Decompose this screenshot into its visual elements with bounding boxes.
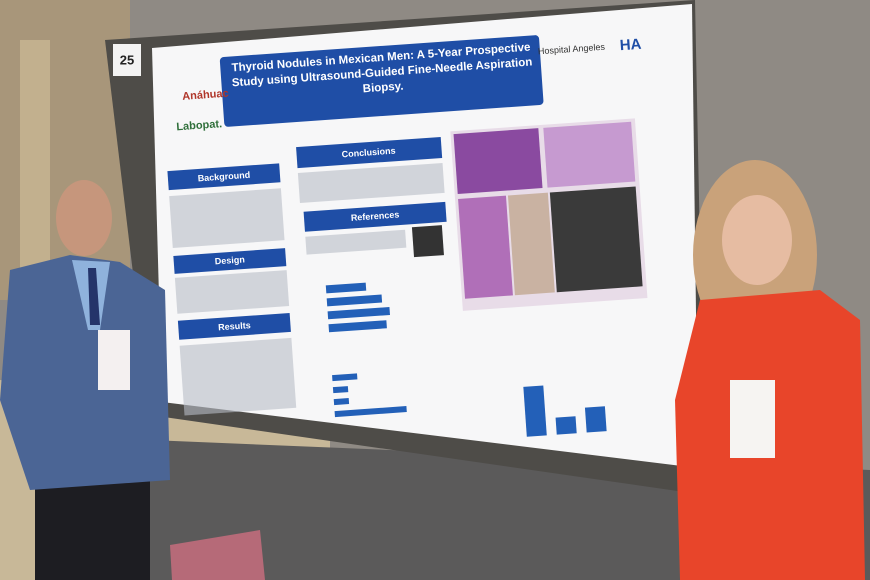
bag: [170, 530, 265, 580]
chart-bar: [325, 282, 367, 294]
section-title: Results: [218, 320, 251, 332]
micrograph: [458, 195, 513, 299]
logo: HA: [619, 36, 642, 54]
qr-code: [411, 225, 444, 258]
board-number: 25: [120, 52, 134, 67]
chart-bar: [326, 294, 383, 307]
section-title: References: [351, 209, 400, 222]
door-frame: [20, 40, 50, 280]
text-block: [179, 337, 297, 416]
section-title: Conclusions: [341, 146, 396, 160]
ultrasound: [549, 186, 643, 293]
face: [722, 195, 792, 285]
logo: Labopat.: [176, 118, 223, 133]
text-block: [174, 270, 290, 314]
section-header: [167, 163, 281, 191]
woman: [675, 160, 865, 580]
section-header: [303, 201, 447, 232]
chart-bar: [332, 373, 358, 382]
tie: [88, 268, 100, 325]
title-banner: [219, 35, 544, 127]
chart-bar: [332, 386, 349, 394]
section-header: [177, 312, 291, 340]
logo: Anáhuac: [182, 88, 229, 103]
section-title: Design: [214, 254, 245, 266]
chart-bar: [584, 406, 607, 433]
board-number-card: [113, 44, 141, 76]
text-block: [297, 162, 445, 203]
badge: [730, 380, 775, 458]
chart-bar: [328, 320, 387, 333]
badge: [98, 330, 130, 390]
chart-bar: [523, 385, 547, 437]
logo: Hospital Angeles: [538, 42, 606, 57]
head: [56, 180, 112, 256]
chart-bar: [334, 406, 407, 418]
suit: [0, 255, 170, 490]
section-title: Background: [197, 170, 250, 184]
man: [0, 180, 170, 580]
chart-bar: [555, 416, 577, 435]
text-block: [169, 188, 285, 248]
micrograph: [507, 192, 555, 296]
chart-bar: [333, 398, 350, 406]
section-header: [173, 248, 287, 274]
trousers: [35, 470, 150, 580]
text-block: [305, 229, 407, 255]
section-header: [296, 137, 443, 169]
micrograph: [543, 121, 636, 188]
chart-bar: [327, 306, 390, 320]
micrograph: [453, 128, 543, 194]
